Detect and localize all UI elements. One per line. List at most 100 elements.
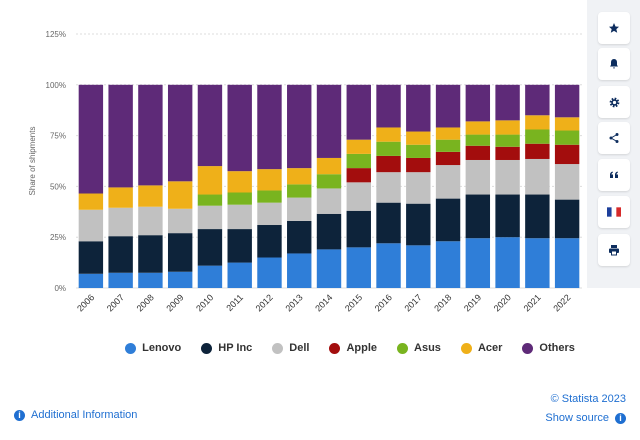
bar-lenovo [554,238,580,288]
bell-icon [610,59,618,69]
legend-marker [329,342,341,354]
bar-asus [227,192,252,205]
bar-asus [287,184,312,198]
bar-acer [465,121,491,135]
additional-information-link[interactable]: i Additional Information [14,409,137,421]
legend-item[interactable]: Apple [329,342,377,354]
bar-dell [435,165,461,199]
legend-marker [460,342,472,354]
bar-hp-inc [78,241,104,274]
bar-lenovo [406,245,431,288]
settings-button[interactable] [598,86,630,118]
bar-others [316,84,342,158]
bar-asus [435,139,461,152]
bar-hp-inc [257,225,282,258]
bar-asus [257,190,282,203]
x-tick-label: 2016 [373,292,394,313]
legend-marker [272,342,284,354]
show-source-link[interactable]: Show source i [545,412,626,424]
language-button[interactable] [598,196,630,228]
legend-label: Asus [414,342,441,354]
bar-lenovo [465,238,491,288]
bar-hp-inc [495,194,520,238]
bar-asus [346,153,371,169]
bar-lenovo [287,253,312,288]
bar-dell [465,159,491,195]
additional-information-label: Additional Information [31,409,138,421]
x-tick-label: 2014 [313,292,334,313]
bar-apple [435,151,461,166]
bar-dell [197,205,223,230]
legend-marker [397,342,409,354]
x-tick-label: 2007 [105,292,126,313]
cite-button[interactable] [598,159,630,191]
bar-hp-inc [554,199,580,239]
bar-others [495,84,520,121]
legend-item[interactable]: Lenovo [125,342,181,354]
favorite-button[interactable] [598,12,630,44]
bar-acer [227,171,252,193]
legend-item[interactable]: Asus [397,342,441,354]
bar-apple [376,155,401,173]
bar-dell [554,164,580,200]
share-button[interactable] [598,122,630,154]
x-tick-label: 2021 [522,292,543,313]
bar-lenovo [346,247,371,288]
bar-asus [406,144,431,158]
bar-others [227,84,252,172]
french-flag-icon [607,207,621,217]
bar-apple [465,145,491,160]
bar-dell [78,209,104,242]
legend-item[interactable]: Others [522,342,575,354]
legend-item[interactable]: Acer [460,342,503,354]
legend-label: Acer [477,342,503,354]
bar-acer [78,193,104,210]
legend-item[interactable]: Dell [272,342,309,354]
bar-hp-inc [406,203,431,246]
bar-others [435,84,461,128]
bar-others [108,84,133,188]
bar-lenovo [138,272,163,288]
bar-hp-inc [167,233,193,272]
bar-others [554,84,580,118]
bar-others [376,84,401,128]
bar-hp-inc [138,235,163,273]
bar-others [167,84,193,182]
bar-acer [376,127,401,142]
print-button[interactable] [598,234,630,266]
show-source-label: Show source [545,412,609,424]
bar-acer [167,181,193,209]
bar-lenovo [495,237,520,288]
bar-asus [316,174,342,189]
legend-item[interactable]: HP Inc [201,342,252,354]
info-icon: i [615,412,626,424]
bar-hp-inc [197,229,223,266]
y-tick-label: 0% [54,284,66,293]
gear-icon [609,97,619,107]
bar-acer [525,115,550,130]
legend-marker [125,342,137,354]
bar-others [78,84,104,194]
x-tick-label: 2009 [164,292,185,313]
bar-asus [376,141,401,156]
bar-lenovo [108,272,133,288]
x-tick-label: 2015 [343,292,364,313]
info-icon: i [14,409,25,421]
notification-button[interactable] [598,48,630,80]
bar-apple [554,144,580,165]
bar-apple [406,157,431,173]
chart-legend: Lenovo HP Inc Dell Apple Asus Acer Others [0,342,640,354]
x-tick-label: 2013 [283,292,304,313]
y-axis-label: Share of shipments [28,127,37,196]
bar-lenovo [316,249,342,288]
bar-acer [406,131,431,145]
y-tick-label: 25% [50,233,66,242]
bar-others [197,84,223,167]
bar-asus [554,130,580,145]
bar-asus [465,134,491,146]
copyright-text: © Statista 2023 [550,393,626,405]
bar-dell [406,172,431,204]
bar-lenovo [197,265,223,288]
legend-marker [201,342,213,354]
